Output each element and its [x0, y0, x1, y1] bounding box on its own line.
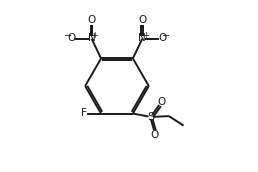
- Text: O: O: [138, 15, 147, 25]
- Text: N: N: [88, 33, 95, 43]
- Text: O: O: [158, 33, 167, 43]
- Text: N: N: [139, 33, 146, 43]
- Text: O: O: [87, 15, 96, 25]
- Text: +: +: [91, 31, 98, 40]
- Text: −: −: [64, 31, 72, 41]
- Text: −: −: [162, 31, 170, 41]
- Text: S: S: [147, 112, 155, 122]
- Text: +: +: [142, 31, 149, 40]
- Text: O: O: [151, 130, 159, 139]
- Text: F: F: [81, 108, 87, 118]
- Text: O: O: [158, 96, 166, 106]
- Text: O: O: [67, 33, 75, 43]
